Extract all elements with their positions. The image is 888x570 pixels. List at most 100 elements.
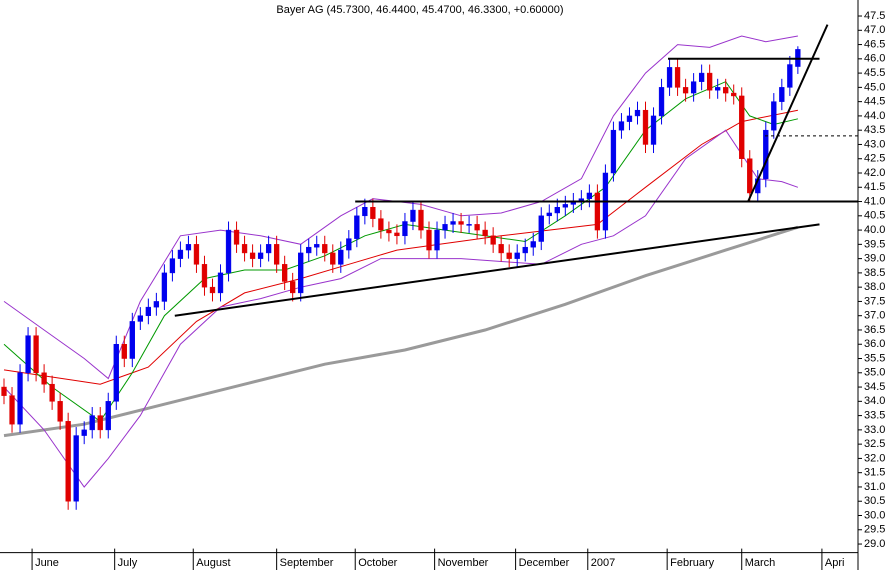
x-tick-label: September — [280, 557, 334, 569]
candle-body — [514, 252, 520, 259]
candle-body — [394, 232, 400, 237]
candle-body — [225, 229, 232, 274]
x-tick-label: December — [519, 557, 570, 569]
candle-body — [690, 81, 697, 94]
x-tick-label: November — [438, 557, 489, 569]
candle-body — [386, 229, 392, 234]
y-tick-label: 38.5 — [864, 267, 885, 279]
x-tick-label: March — [745, 557, 776, 569]
indicator-line — [3, 129, 799, 488]
y-tick-label: 41.5 — [864, 181, 885, 193]
candle-body — [474, 224, 480, 231]
candle-body — [330, 252, 336, 265]
x-tick-label: October — [358, 557, 397, 569]
candle-body — [233, 229, 240, 245]
candle-body — [185, 244, 192, 251]
y-tick-label: 32.0 — [864, 452, 885, 464]
candle-body — [121, 343, 127, 359]
y-tick-label: 44.5 — [864, 96, 885, 108]
y-tick-label: 42.0 — [864, 167, 885, 179]
candle-body — [113, 343, 119, 402]
candle-body — [257, 252, 264, 259]
candle-body — [658, 87, 665, 117]
candle-body — [105, 401, 111, 431]
candle-body — [666, 67, 673, 88]
candle-body — [378, 218, 384, 231]
y-tick-label: 29.5 — [864, 524, 885, 536]
candle-body — [506, 252, 512, 259]
y-tick-label: 40.0 — [864, 224, 885, 236]
y-tick-label: 46.0 — [864, 53, 885, 65]
candle-body — [747, 158, 753, 194]
candle-body — [546, 212, 552, 217]
candle-body — [346, 238, 352, 251]
indicator-line — [3, 225, 799, 438]
candle-body — [73, 435, 79, 502]
candle-body — [41, 372, 47, 385]
y-tick-label: 31.0 — [864, 481, 885, 493]
candle-body — [89, 415, 95, 431]
candle-body — [554, 206, 560, 214]
y-tick-label: 47.0 — [864, 24, 885, 36]
candle-body — [779, 87, 785, 102]
y-tick-label: 31.5 — [864, 467, 885, 479]
y-tick-label: 34.0 — [864, 395, 885, 407]
trendline — [747, 24, 829, 202]
y-tick-label: 43.5 — [864, 124, 885, 136]
candle-body — [562, 204, 568, 208]
candle-body — [410, 209, 416, 222]
candle-body — [530, 241, 536, 248]
candle-body — [193, 244, 200, 265]
candle-body — [201, 264, 208, 288]
candle-body — [282, 264, 288, 282]
candle-body — [618, 121, 625, 131]
candle-body — [354, 215, 360, 239]
candle-body — [715, 87, 721, 91]
candle-body — [682, 87, 689, 94]
candle-body — [161, 272, 168, 302]
candle-body — [338, 249, 344, 265]
candle-body — [49, 383, 55, 402]
candle-body — [634, 109, 641, 117]
y-tick-label: 30.5 — [864, 495, 885, 507]
candle-body — [731, 92, 737, 97]
candle-body — [442, 224, 448, 231]
candle-body — [169, 258, 176, 274]
x-tick-label: July — [118, 557, 138, 569]
candle-body — [273, 244, 280, 265]
y-tick-label: 43.0 — [864, 138, 885, 150]
x-tick-label: 2007 — [591, 557, 615, 569]
candle-body — [458, 221, 464, 225]
candle-body — [498, 244, 504, 254]
candle-body — [482, 229, 488, 237]
y-tick-label: 34.5 — [864, 381, 885, 393]
candle-body — [739, 95, 745, 159]
y-tick-label: 35.5 — [864, 352, 885, 364]
candle-body — [249, 252, 256, 259]
candle-body — [241, 244, 248, 254]
y-tick-label: 32.5 — [864, 438, 885, 450]
y-tick-label: 37.5 — [864, 295, 885, 307]
y-tick-label: 39.5 — [864, 238, 885, 250]
y-tick-label: 45.0 — [864, 81, 885, 93]
x-tick-label: August — [196, 557, 230, 569]
candle-body — [698, 72, 705, 82]
candle-body — [787, 64, 793, 88]
candle-body — [434, 229, 440, 251]
candle-body — [265, 244, 272, 254]
candle-body — [362, 206, 368, 217]
y-tick-label: 36.0 — [864, 338, 885, 350]
candle-body — [217, 272, 224, 294]
y-tick-label: 36.5 — [864, 324, 885, 336]
candle-body — [466, 224, 472, 226]
candle-body — [674, 67, 681, 88]
candle-body — [370, 206, 376, 219]
candle-body — [97, 415, 103, 431]
candle-body — [650, 115, 657, 145]
candle-body — [490, 235, 496, 245]
candle-body — [626, 115, 633, 122]
indicator-line — [3, 81, 799, 423]
candle-body — [610, 129, 617, 174]
